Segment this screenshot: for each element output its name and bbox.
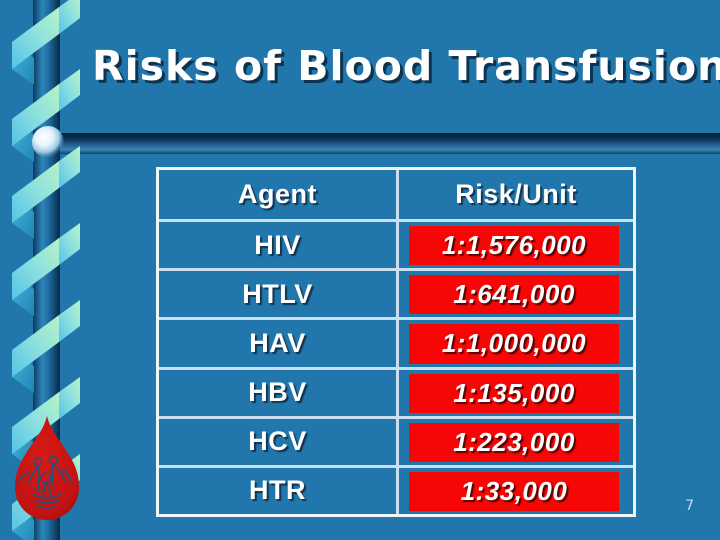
risk-value-box: 1:1,000,000 — [409, 324, 619, 364]
agent-cell: HBV — [159, 366, 396, 416]
title-divider-bar — [40, 133, 720, 154]
page-number: 7 — [685, 498, 694, 514]
slide-title: Risks of Blood Transfusion — [92, 42, 720, 90]
risk-value: 1:641,000 — [453, 279, 575, 310]
risk-value: 1:135,000 — [453, 377, 575, 408]
agent-cell: HTLV — [159, 268, 396, 317]
risk-table: Agent Risk/Unit HIV 1:1,576,000 HTLV 1:6… — [156, 167, 636, 517]
risk-cell: 1:1,000,000 — [396, 317, 633, 367]
blood-drop-artwork — [17, 455, 73, 509]
risk-cell: 1:1,576,000 — [396, 219, 633, 269]
table-header-risk: Risk/Unit — [396, 170, 633, 220]
agent-cell: HIV — [159, 219, 396, 268]
agent-cell: HCV — [159, 415, 396, 465]
risk-value-box: 1:33,000 — [409, 471, 619, 511]
risk-value: 1:1,576,000 — [441, 230, 587, 261]
table-header-agent: Agent — [238, 179, 317, 210]
agent-cell: HAV — [159, 317, 396, 366]
risk-value-box: 1:135,000 — [409, 373, 619, 413]
agent-cell: HTR — [159, 464, 396, 514]
risk-cell: 1:641,000 — [396, 268, 633, 318]
risk-value: 1:223,000 — [453, 426, 575, 457]
risk-cell: 1:223,000 — [396, 415, 633, 465]
risk-cell: 1:33,000 — [396, 464, 633, 514]
risk-value: 1:33,000 — [460, 475, 568, 506]
risk-value-box: 1:223,000 — [409, 422, 619, 462]
risk-value: 1:1,000,000 — [441, 328, 587, 359]
risk-value-box: 1:641,000 — [409, 275, 619, 315]
sphere-ornament — [32, 126, 64, 158]
risk-cell: 1:135,000 — [396, 366, 633, 416]
blood-drop-logo — [15, 416, 79, 520]
risk-value-box: 1:1,576,000 — [409, 226, 619, 266]
